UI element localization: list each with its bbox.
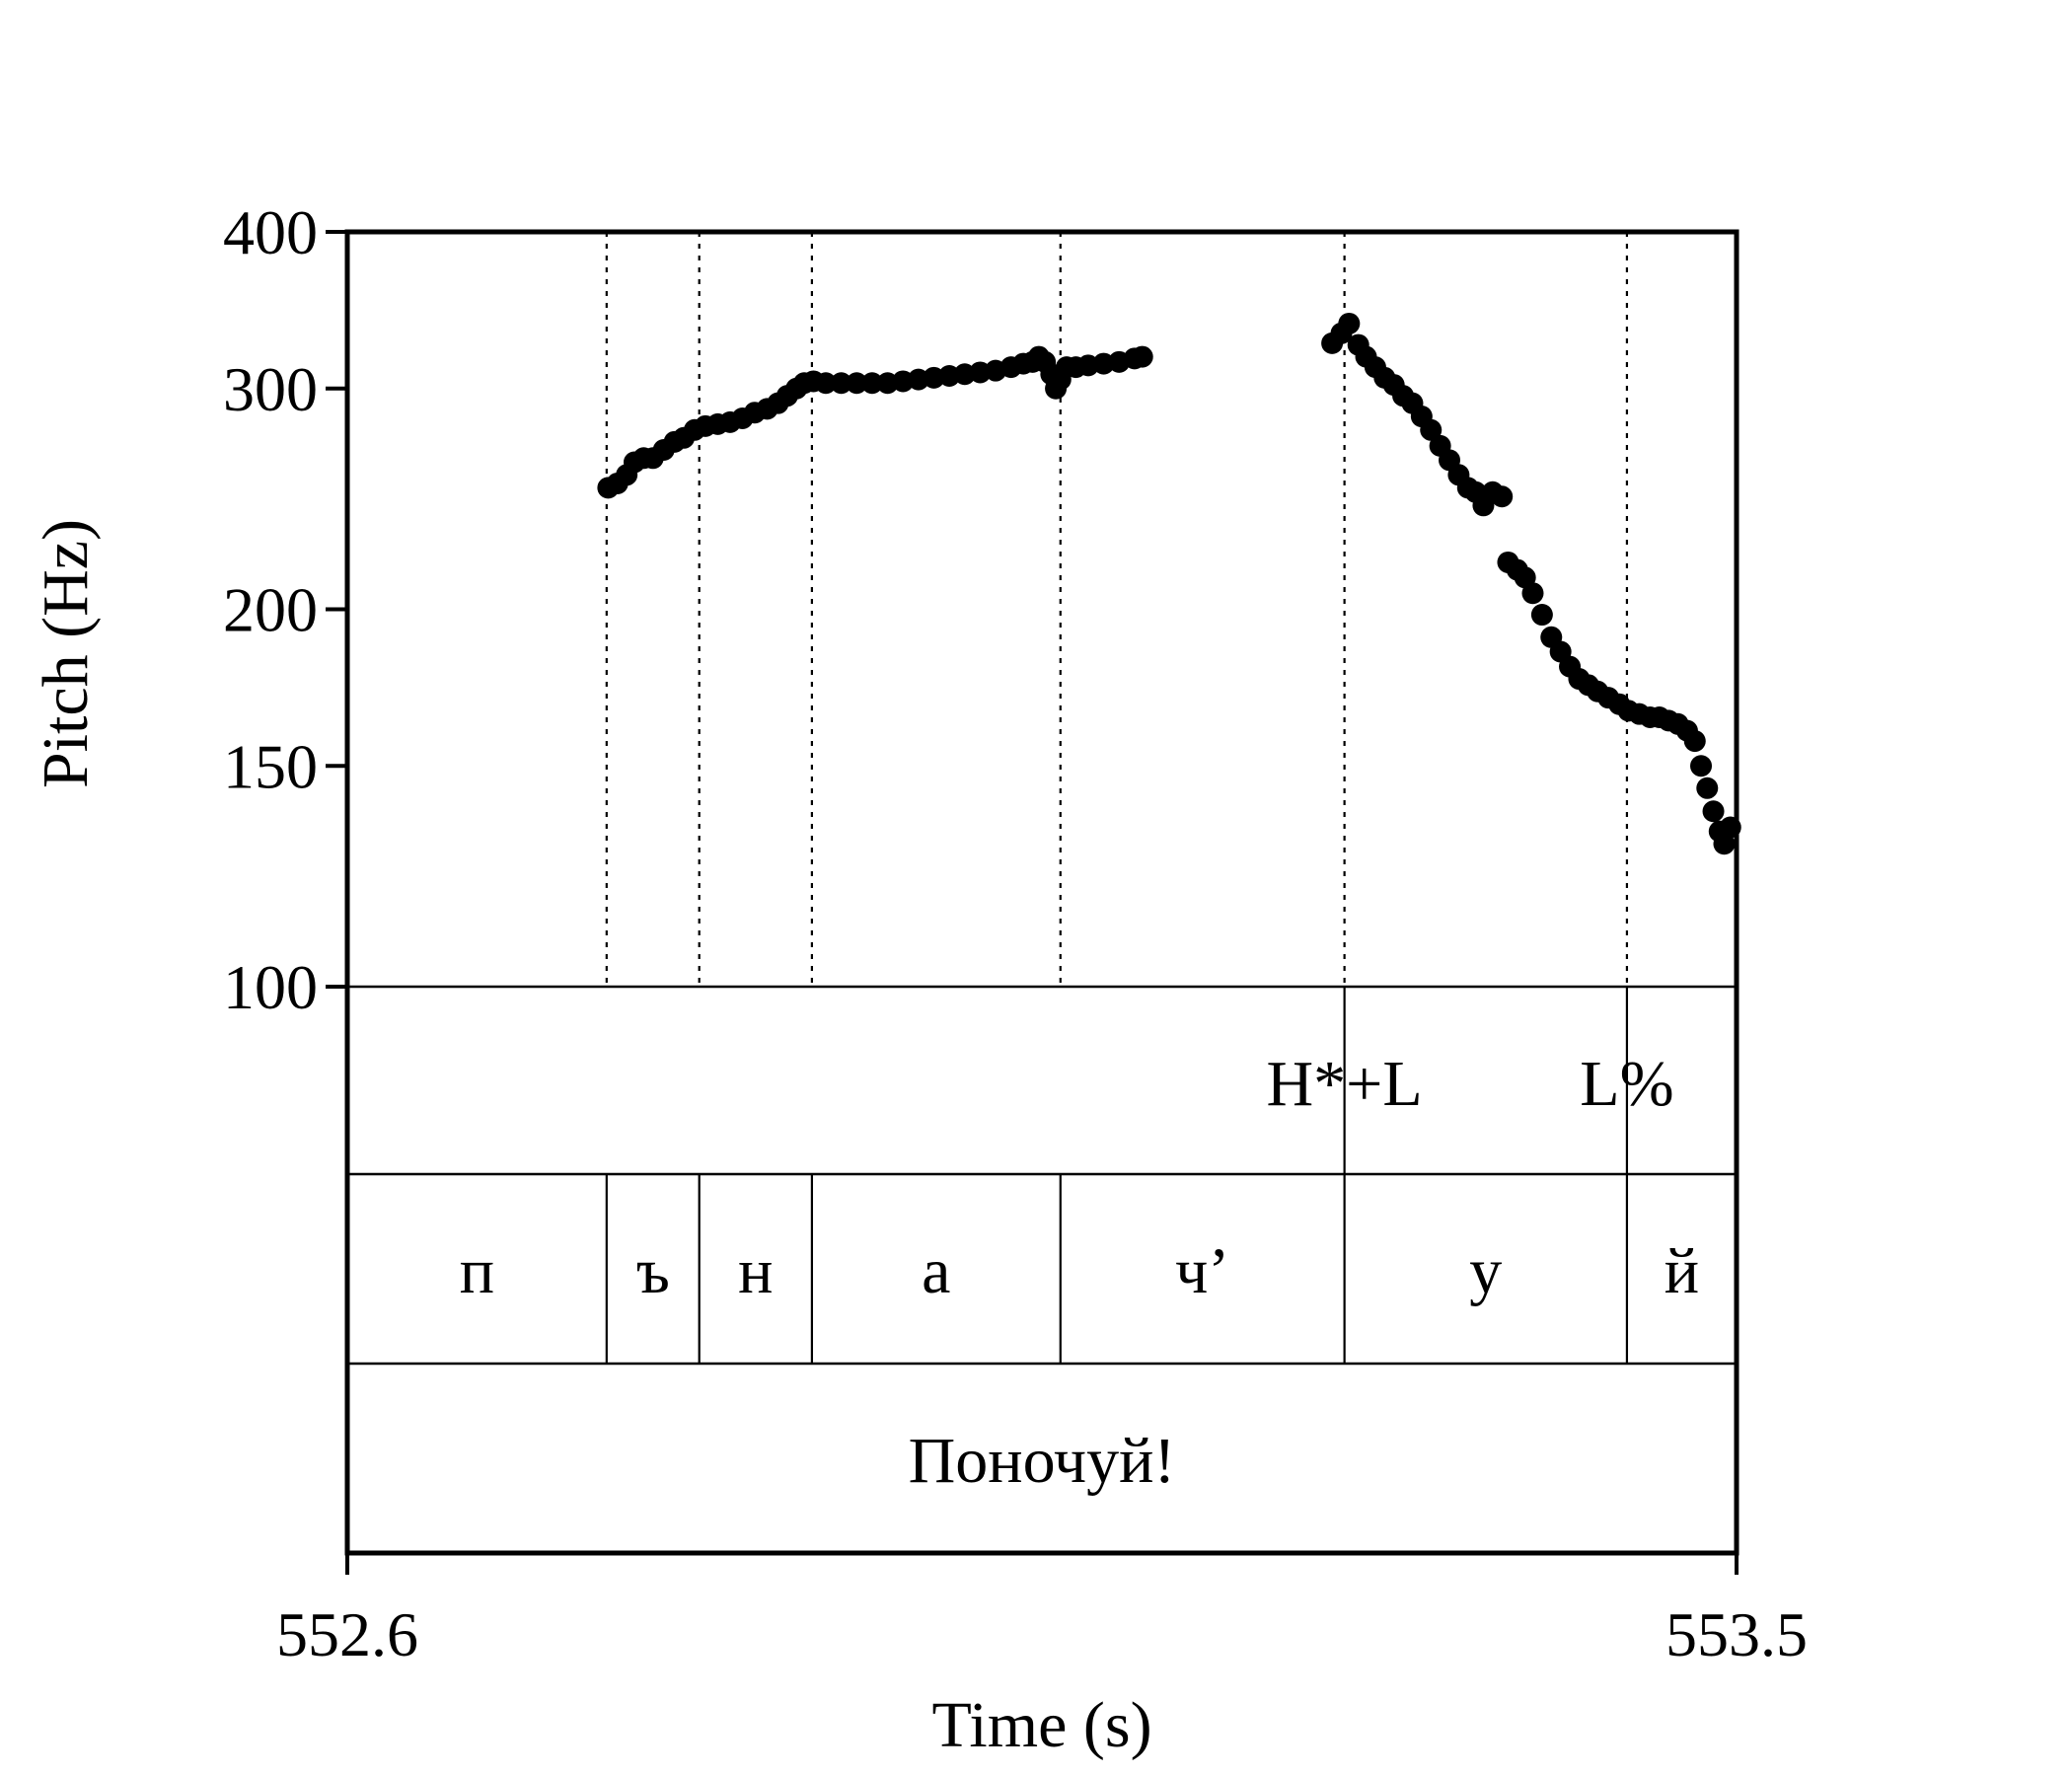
pitch-point: [1338, 312, 1361, 334]
pitch-point: [846, 372, 868, 395]
pitch-point: [1131, 345, 1153, 368]
pitch-point: [1521, 582, 1544, 605]
tone-tier: H*+L L%: [1267, 987, 1674, 1174]
y-tick-label: 300: [223, 354, 318, 424]
tier-lines: [347, 1172, 1737, 1366]
segment-label: ч’: [1175, 1235, 1229, 1307]
pitch-point: [830, 372, 852, 395]
pitch-point: [1713, 833, 1736, 855]
x-axis-title: Time (s): [931, 1689, 1151, 1761]
pitch-point: [1420, 418, 1443, 441]
word-tier: Поночуй!: [909, 1425, 1176, 1497]
boundary-lines: [605, 232, 1629, 987]
segment-tier: п ъ н а ч’ у й: [460, 1174, 1699, 1364]
segment-label: й: [1665, 1235, 1699, 1307]
pitch-point: [1690, 755, 1713, 777]
segment-label: н: [738, 1235, 773, 1307]
x-axis: 552.6 553.5: [276, 1553, 1808, 1669]
segment-label: п: [460, 1235, 494, 1307]
pitch-point: [814, 372, 837, 395]
segment-label: а: [922, 1235, 950, 1307]
tone-label: L%: [1580, 1048, 1673, 1120]
segment-label: у: [1469, 1235, 1502, 1307]
y-tick-label: 200: [223, 575, 318, 645]
y-axis: 100 150 200 300 400: [223, 197, 347, 1022]
word-label: Поночуй!: [909, 1425, 1176, 1497]
y-tick-label: 400: [223, 197, 318, 267]
pitch-point: [1530, 604, 1553, 627]
pitch-point: [1696, 777, 1719, 799]
plot-frame: [344, 229, 1739, 1556]
y-tick-label: 100: [223, 952, 318, 1022]
pitch-point: [1702, 800, 1725, 823]
tone-label: H*+L: [1267, 1048, 1423, 1120]
x-tick-label: 552.6: [276, 1599, 418, 1669]
segment-label: ъ: [636, 1235, 670, 1307]
y-tick-label: 150: [223, 731, 318, 801]
pitch-track: [597, 312, 1741, 855]
y-axis-title: Pitch (Hz): [30, 519, 102, 788]
pitch-point: [1683, 730, 1706, 753]
pitch-point: [1491, 485, 1514, 508]
pitch-point: [860, 372, 883, 395]
x-tick-label: 553.5: [1665, 1599, 1808, 1669]
